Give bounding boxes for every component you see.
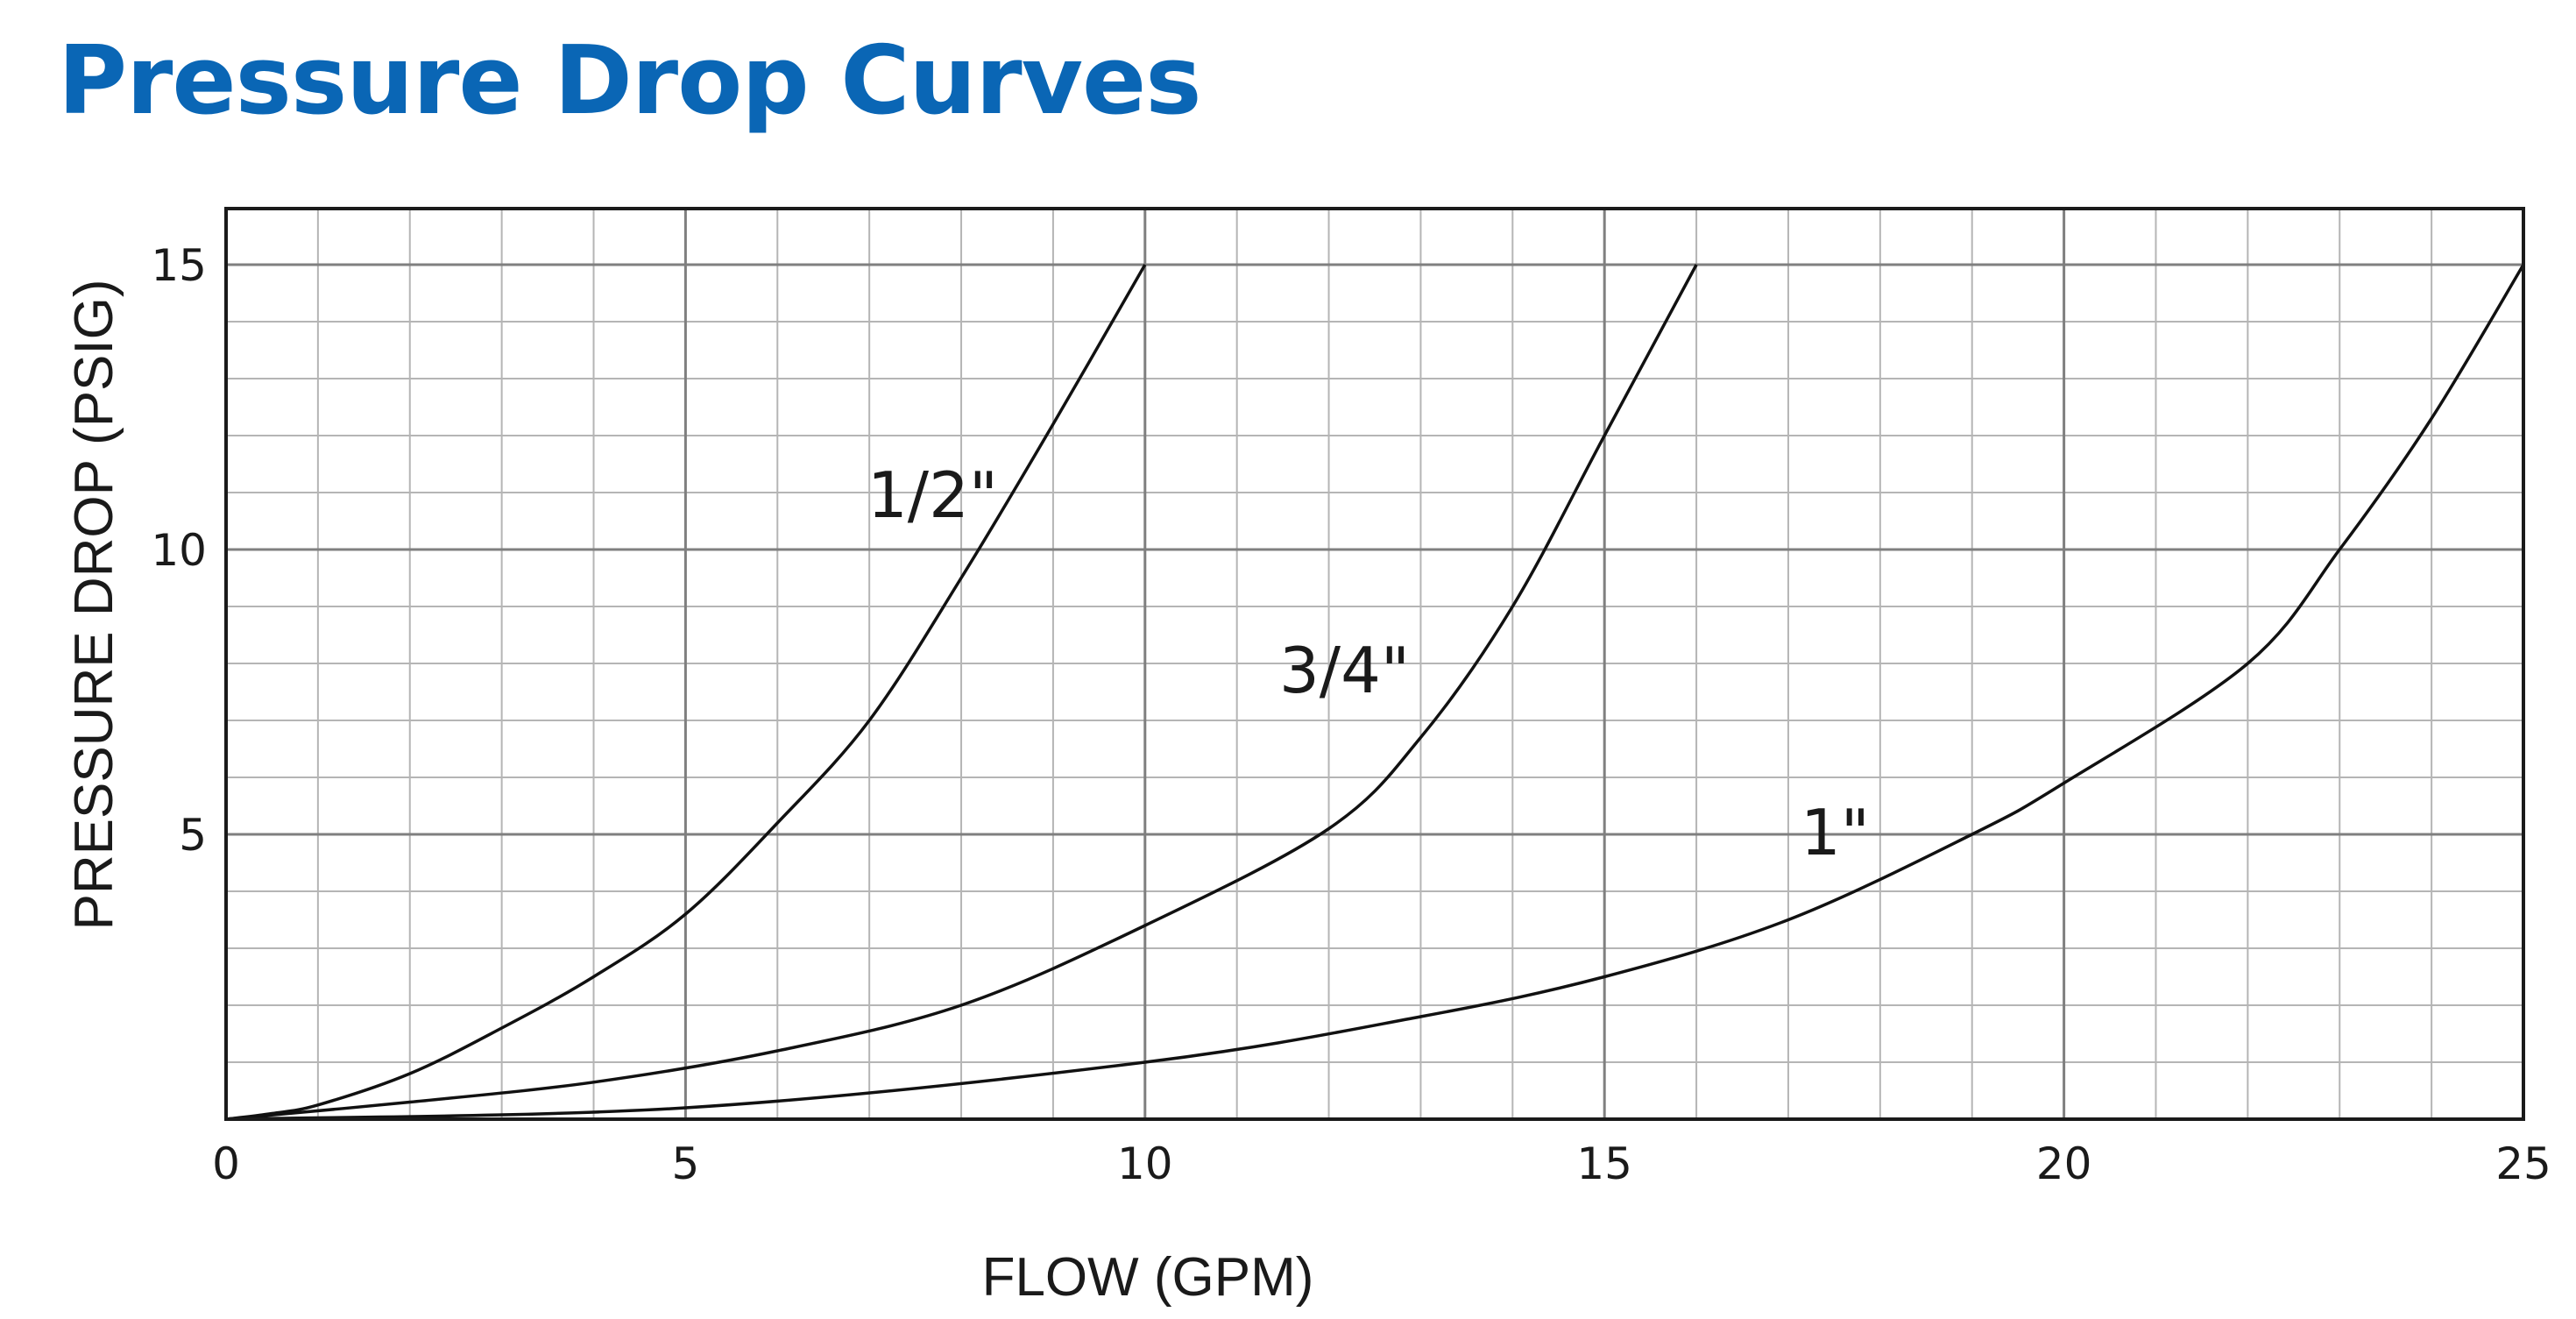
series-labels: 1/2" 3/4" 1": [867, 458, 1870, 869]
plot-frame: [224, 207, 2525, 1121]
series-label-2: 1": [1801, 796, 1870, 869]
y-axis-label: PRESSURE DROP (PSIG): [64, 279, 124, 930]
y-tick-label: 15: [151, 240, 207, 291]
x-tick-label: 5: [671, 1138, 699, 1189]
x-tick-label: 25: [2495, 1138, 2551, 1189]
series-label-1: 3/4": [1279, 634, 1410, 707]
y-tick-label: 5: [179, 810, 207, 861]
series-line-0: [225, 264, 1147, 1121]
minor-gridlines: [226, 209, 2523, 1119]
series-line-1: [225, 264, 1698, 1121]
series-curves: [225, 264, 2525, 1121]
x-tick-label: 0: [212, 1138, 240, 1189]
series-line-2: [225, 264, 2525, 1121]
x-tick-label: 20: [2036, 1138, 2092, 1189]
page-title: Pressure Drop Curves: [58, 26, 1202, 136]
x-tick-label: 10: [1117, 1138, 1173, 1189]
tick-labels: 0 5 10 15 20 25 5 10 15: [151, 240, 2551, 1189]
x-axis-label: FLOW (GPM): [982, 1247, 1314, 1308]
major-gridlines: [226, 209, 2523, 1119]
x-tick-label: 15: [1576, 1138, 1632, 1189]
series-label-0: 1/2": [867, 458, 998, 532]
y-tick-label: 10: [151, 525, 207, 576]
